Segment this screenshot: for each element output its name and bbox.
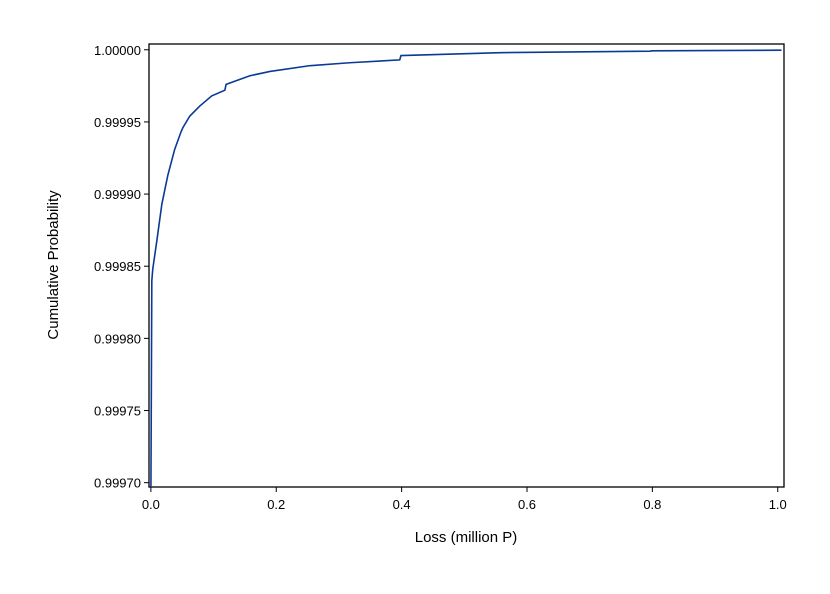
x-tick-label: 1.0 bbox=[769, 497, 787, 512]
y-tick-label: 1.00000 bbox=[94, 43, 141, 58]
x-tick-label: 0.8 bbox=[643, 497, 661, 512]
x-tick-label: 0.6 bbox=[518, 497, 536, 512]
x-tick-label: 0.0 bbox=[142, 497, 160, 512]
plot-frame bbox=[148, 43, 785, 488]
y-axis-label: Cumulative Probability bbox=[45, 190, 62, 340]
y-tick-label: 0.99980 bbox=[94, 331, 141, 346]
x-tick-label: 0.4 bbox=[393, 497, 411, 512]
y-tick-label: 0.99970 bbox=[94, 476, 141, 491]
x-tick-label: 0.2 bbox=[267, 497, 285, 512]
x-axis-label: Loss (million P) bbox=[415, 529, 518, 546]
y-tick-label: 0.99990 bbox=[94, 187, 141, 202]
y-tick-label: 0.99975 bbox=[94, 404, 141, 419]
y-tick-label: 0.99995 bbox=[94, 115, 141, 130]
cdf-line bbox=[150, 49, 782, 487]
y-tick-label: 0.99985 bbox=[94, 259, 141, 274]
